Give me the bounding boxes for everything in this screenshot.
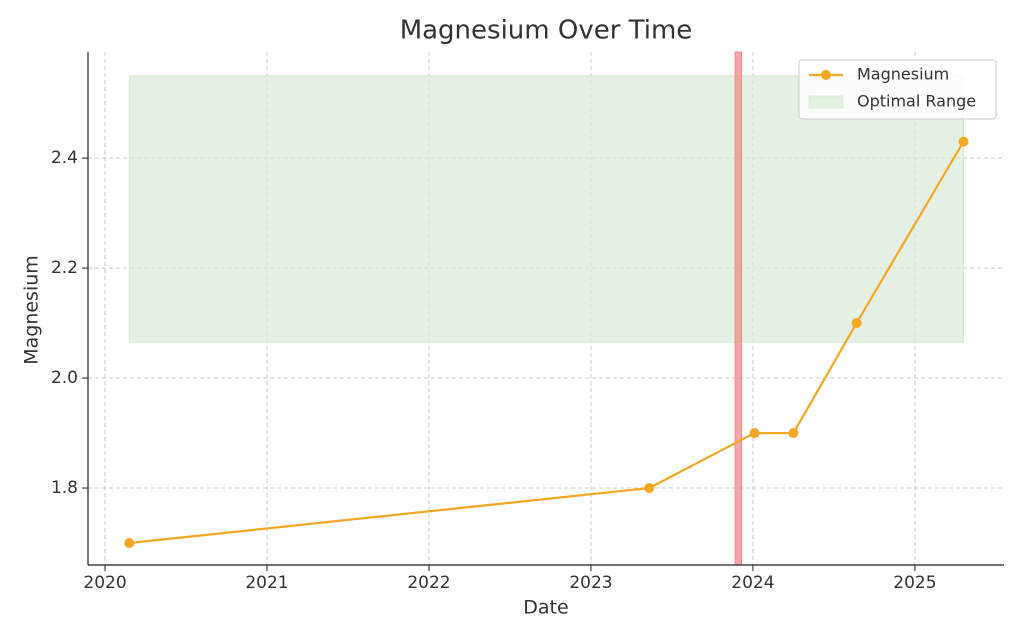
x-tick-label: 2020 <box>83 573 126 593</box>
y-tick-label: 2.2 <box>51 258 78 278</box>
point <box>749 428 760 439</box>
y-tick-label: 1.8 <box>51 478 78 498</box>
legend-box <box>798 59 997 120</box>
point <box>644 483 655 494</box>
legend-label: Optimal Range <box>857 92 976 111</box>
x-axis-label: Date <box>523 597 568 619</box>
x-tick-label: 2024 <box>731 573 774 593</box>
chart-title: Magnesium Over Time <box>400 16 693 46</box>
y-axis-label: Magnesium <box>21 255 43 365</box>
series-line <box>129 141 965 545</box>
legend: Magnesium Optimal Range <box>798 59 997 120</box>
x-tick-label: 2023 <box>569 573 612 593</box>
x-tick-label: 2021 <box>245 573 288 593</box>
y-tick-label: 2.4 <box>51 148 78 168</box>
x-tick-label: 2022 <box>407 573 450 593</box>
y-tick-label: 2.0 <box>51 368 78 388</box>
point <box>851 318 862 329</box>
legend-label: Magnesium <box>857 65 949 84</box>
optimal-range-band <box>128 75 965 343</box>
point <box>958 136 969 147</box>
point <box>124 538 135 549</box>
highlight-span <box>734 51 743 566</box>
point <box>788 428 799 439</box>
legend-marker <box>821 70 831 80</box>
legend-patch <box>808 95 844 109</box>
x-tick-label: 2025 <box>893 573 936 593</box>
plot-layer <box>124 51 969 566</box>
